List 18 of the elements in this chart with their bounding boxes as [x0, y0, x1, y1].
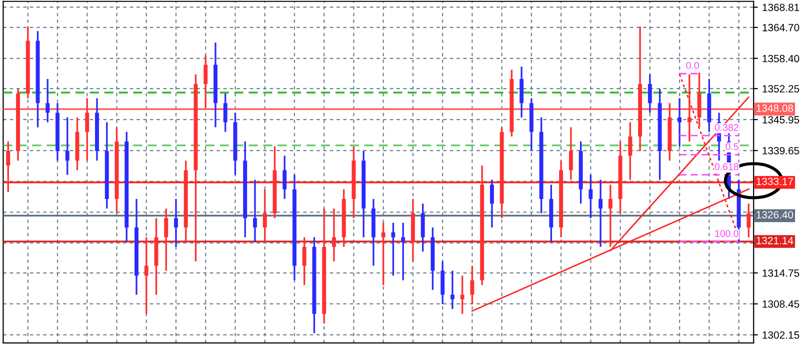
- y-tick-label: 1339.65: [762, 147, 800, 154]
- y-tick-label: 1314.75: [762, 269, 800, 277]
- y-tick-label: 1358.40: [762, 54, 800, 62]
- y-tick-label: 1308.45: [762, 300, 800, 308]
- y-tick-label: 1352.25: [762, 85, 800, 92]
- ref-line-label: 1348.08: [756, 104, 794, 112]
- annotation: 0.618: [714, 163, 738, 170]
- ref-line-label: 1321.14: [756, 236, 794, 244]
- y-tick-label: 1368.81: [762, 4, 800, 12]
- annotation: 0.0: [686, 62, 699, 69]
- y-tick-label: 1364.70: [762, 24, 800, 32]
- annotation: 0.5: [726, 143, 738, 150]
- y-tick-label: 1302.15: [762, 331, 800, 339]
- ref-line-label: 1326.40: [756, 211, 794, 218]
- ref-line-label: 1333.17: [756, 178, 793, 186]
- annotation: 0.382: [714, 124, 738, 131]
- y-tick-label: 1345.95: [762, 116, 800, 124]
- annotation: 100.0: [715, 230, 738, 237]
